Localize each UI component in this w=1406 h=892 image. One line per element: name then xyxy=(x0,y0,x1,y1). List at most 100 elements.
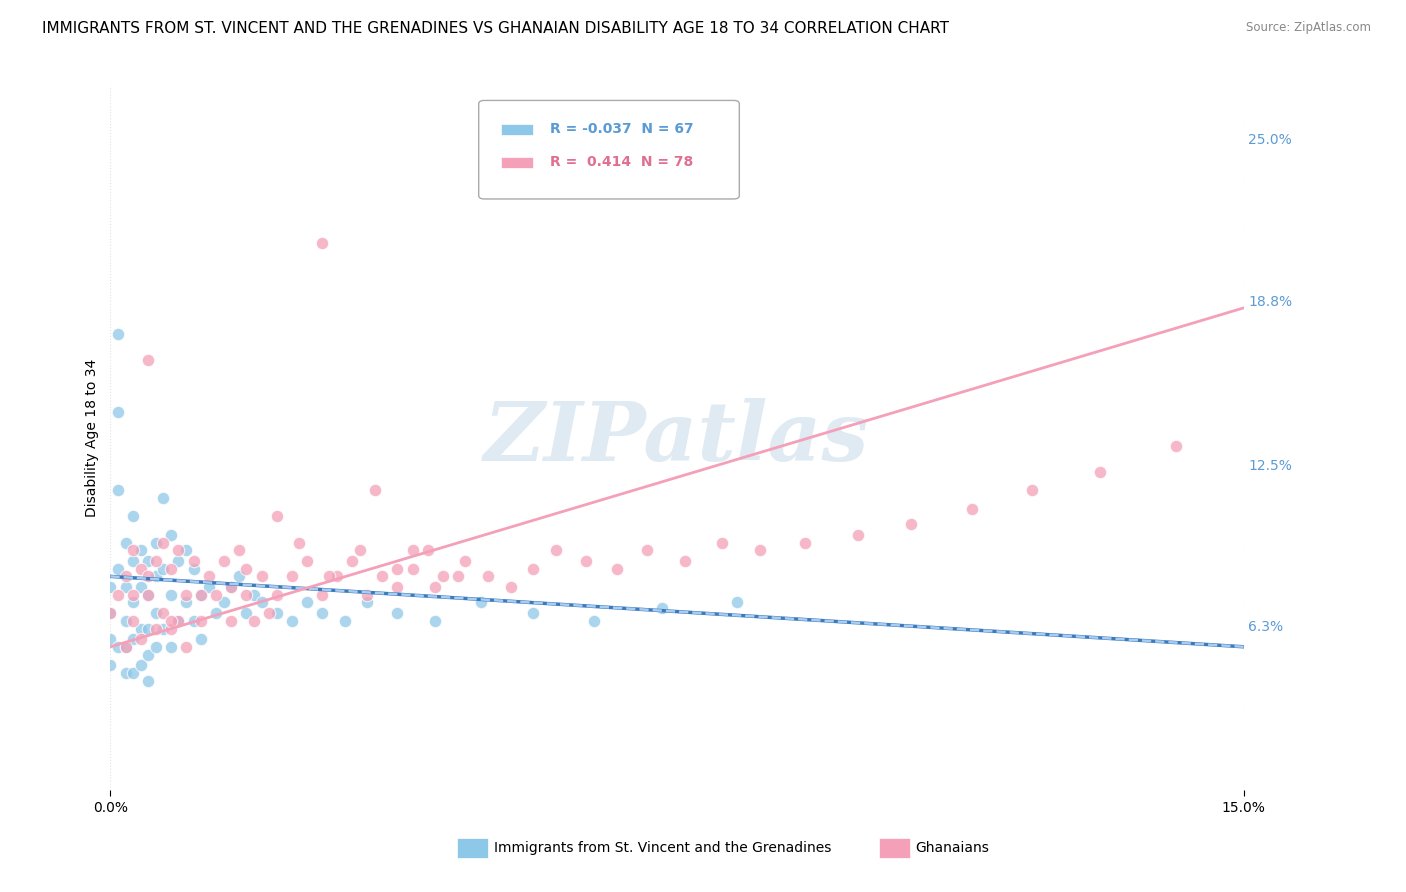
Point xyxy=(114,614,136,628)
Point xyxy=(333,614,356,628)
Point xyxy=(129,632,152,646)
Point xyxy=(136,622,159,636)
Point xyxy=(190,632,212,646)
Point xyxy=(145,622,167,636)
Point xyxy=(425,614,447,628)
Point xyxy=(160,640,183,654)
Point xyxy=(122,509,145,524)
Point xyxy=(136,569,159,583)
Point xyxy=(205,606,228,620)
FancyBboxPatch shape xyxy=(478,101,740,199)
Point xyxy=(718,162,741,177)
Point xyxy=(197,580,219,594)
Point xyxy=(160,614,183,628)
Point xyxy=(122,588,145,602)
Point xyxy=(349,543,371,558)
Point xyxy=(167,554,190,568)
Point xyxy=(114,640,136,654)
Point xyxy=(219,580,242,594)
Point xyxy=(846,527,869,541)
Point xyxy=(174,595,197,609)
Point xyxy=(673,554,696,568)
Bar xyxy=(502,123,533,135)
Point xyxy=(136,554,159,568)
Point xyxy=(107,483,129,498)
Point xyxy=(326,569,349,583)
Point xyxy=(129,561,152,575)
Point xyxy=(152,561,174,575)
Point xyxy=(636,543,658,558)
Point xyxy=(582,614,605,628)
Text: Source: ZipAtlas.com: Source: ZipAtlas.com xyxy=(1246,21,1371,34)
Point xyxy=(129,580,152,594)
Text: Immigrants from St. Vincent and the Grenadines: Immigrants from St. Vincent and the Gren… xyxy=(494,841,831,855)
Point xyxy=(447,569,470,583)
Point xyxy=(295,595,318,609)
Point xyxy=(145,554,167,568)
Point xyxy=(122,554,145,568)
Point xyxy=(183,561,205,575)
Point xyxy=(145,569,167,583)
Point xyxy=(295,554,318,568)
Point xyxy=(190,588,212,602)
Text: R =  0.414  N = 78: R = 0.414 N = 78 xyxy=(550,154,693,169)
Point xyxy=(107,405,129,419)
Point xyxy=(160,527,183,541)
Point xyxy=(136,588,159,602)
Point xyxy=(152,535,174,549)
Point xyxy=(174,588,197,602)
Point xyxy=(100,580,122,594)
Point xyxy=(318,569,340,583)
Point xyxy=(235,588,257,602)
Point xyxy=(152,491,174,506)
Point xyxy=(205,588,228,602)
Point xyxy=(136,588,159,602)
Point xyxy=(311,588,333,602)
Point xyxy=(145,606,167,620)
Point xyxy=(136,648,159,662)
Point xyxy=(100,606,122,620)
Point xyxy=(288,535,311,549)
Point xyxy=(212,595,235,609)
Point xyxy=(499,580,522,594)
Point xyxy=(900,517,922,532)
Text: ZIPatlas: ZIPatlas xyxy=(484,398,870,478)
Point xyxy=(387,561,409,575)
Point xyxy=(235,561,257,575)
Point xyxy=(129,658,152,673)
Point xyxy=(1088,465,1111,479)
Point xyxy=(364,483,387,498)
Point xyxy=(280,614,302,628)
Point xyxy=(136,353,159,368)
Point xyxy=(454,554,477,568)
Point xyxy=(174,640,197,654)
Point xyxy=(228,569,250,583)
Point xyxy=(522,606,544,620)
Point xyxy=(183,614,205,628)
Point xyxy=(243,614,266,628)
Point xyxy=(122,665,145,680)
Point xyxy=(257,606,280,620)
Point xyxy=(100,632,122,646)
Point xyxy=(477,569,499,583)
Point xyxy=(416,543,439,558)
Point xyxy=(160,622,183,636)
Point xyxy=(425,580,447,594)
Point xyxy=(432,569,454,583)
Text: IMMIGRANTS FROM ST. VINCENT AND THE GRENADINES VS GHANAIAN DISABILITY AGE 18 TO : IMMIGRANTS FROM ST. VINCENT AND THE GREN… xyxy=(42,21,949,36)
Point xyxy=(129,622,152,636)
Point xyxy=(575,554,598,568)
Point xyxy=(129,543,152,558)
Point xyxy=(167,614,190,628)
Point xyxy=(122,632,145,646)
Point xyxy=(606,561,628,575)
Point xyxy=(122,614,145,628)
Point xyxy=(311,606,333,620)
Point xyxy=(1164,439,1187,453)
Point xyxy=(190,588,212,602)
Point xyxy=(266,606,288,620)
Point xyxy=(107,326,129,341)
Point xyxy=(711,535,734,549)
Point xyxy=(136,673,159,688)
Point xyxy=(160,588,183,602)
